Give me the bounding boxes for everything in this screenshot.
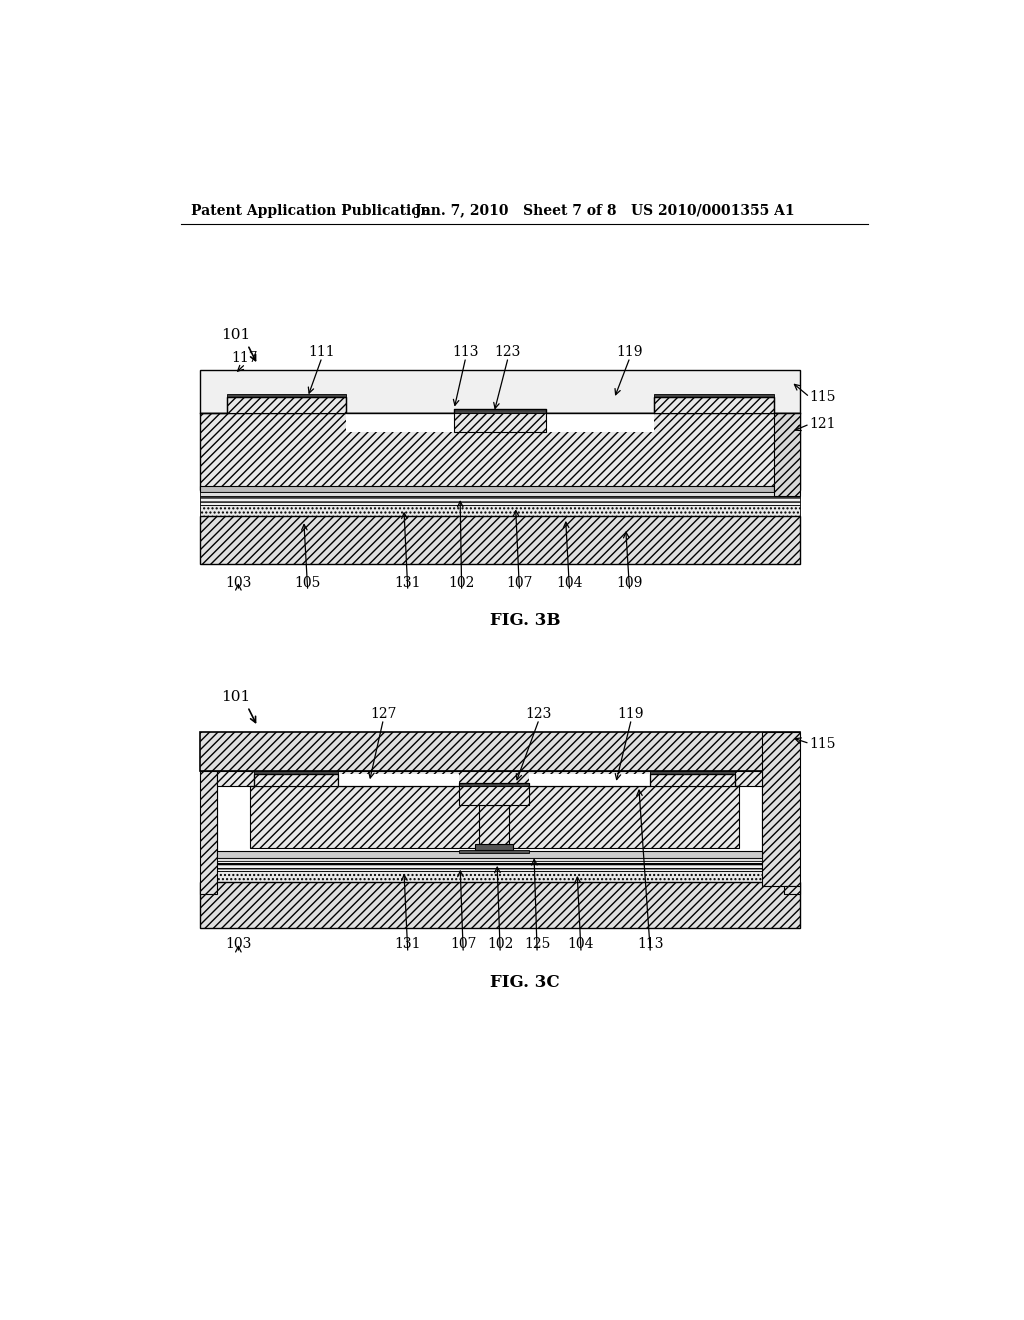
Bar — [217, 858, 762, 862]
Bar — [200, 370, 801, 412]
Text: 123: 123 — [495, 345, 521, 359]
Bar — [460, 785, 528, 805]
Bar — [454, 412, 547, 432]
Bar — [346, 412, 454, 432]
Bar — [217, 771, 762, 785]
Bar — [475, 843, 513, 850]
Text: 103: 103 — [225, 937, 252, 952]
Bar — [762, 733, 801, 886]
Text: 104: 104 — [567, 937, 594, 952]
Bar — [254, 775, 339, 785]
Bar — [200, 486, 773, 492]
Text: Patent Application Publication: Patent Application Publication — [190, 203, 430, 218]
Bar — [200, 733, 801, 771]
Text: US 2010/0001355 A1: US 2010/0001355 A1 — [631, 203, 795, 218]
Text: 125: 125 — [524, 937, 550, 952]
Bar — [200, 412, 801, 490]
Text: 127: 127 — [370, 706, 396, 721]
Bar — [217, 771, 762, 863]
Text: 111: 111 — [308, 345, 335, 359]
Bar — [200, 496, 801, 506]
Bar — [200, 862, 801, 871]
Text: 107: 107 — [506, 576, 532, 590]
Bar — [200, 882, 801, 928]
Text: 113: 113 — [453, 345, 479, 359]
Text: FIG. 3C: FIG. 3C — [490, 974, 559, 991]
Text: 115: 115 — [810, 391, 837, 404]
Text: 115: 115 — [810, 737, 837, 751]
Text: 119: 119 — [616, 345, 643, 359]
Bar — [528, 775, 650, 785]
Bar — [200, 771, 217, 894]
Text: 121: 121 — [810, 417, 837, 432]
Text: 104: 104 — [556, 576, 583, 590]
Bar — [226, 397, 346, 412]
Text: 101: 101 — [221, 689, 251, 704]
Bar — [650, 775, 735, 785]
Bar — [650, 771, 735, 775]
Bar — [200, 871, 801, 882]
Bar — [460, 783, 528, 785]
Text: 103: 103 — [225, 576, 252, 590]
Text: 109: 109 — [616, 576, 643, 590]
Text: FIG. 3B: FIG. 3B — [489, 612, 560, 628]
Bar — [773, 413, 801, 496]
Text: 101: 101 — [221, 327, 251, 342]
Bar — [454, 409, 547, 412]
Bar — [250, 785, 739, 847]
Text: 107: 107 — [450, 937, 476, 952]
Bar — [217, 851, 762, 858]
Text: 102: 102 — [487, 937, 513, 952]
Text: 113: 113 — [637, 937, 664, 952]
Bar — [254, 771, 339, 775]
Bar — [200, 506, 801, 516]
Text: 105: 105 — [295, 576, 321, 590]
Bar — [200, 492, 773, 496]
Bar — [339, 775, 460, 785]
Text: 131: 131 — [394, 937, 421, 952]
Bar — [200, 516, 801, 564]
Text: 102: 102 — [449, 576, 475, 590]
Bar — [783, 886, 801, 894]
Bar — [346, 412, 654, 432]
Bar — [478, 805, 509, 847]
Bar — [226, 395, 346, 397]
Text: 119: 119 — [617, 706, 644, 721]
Bar — [654, 397, 773, 412]
Text: 117: 117 — [231, 351, 258, 364]
Text: 131: 131 — [394, 576, 421, 590]
Text: Jan. 7, 2010   Sheet 7 of 8: Jan. 7, 2010 Sheet 7 of 8 — [416, 203, 616, 218]
Bar — [654, 395, 773, 397]
Text: 123: 123 — [525, 706, 552, 721]
Bar — [460, 850, 528, 853]
Bar — [547, 412, 654, 432]
